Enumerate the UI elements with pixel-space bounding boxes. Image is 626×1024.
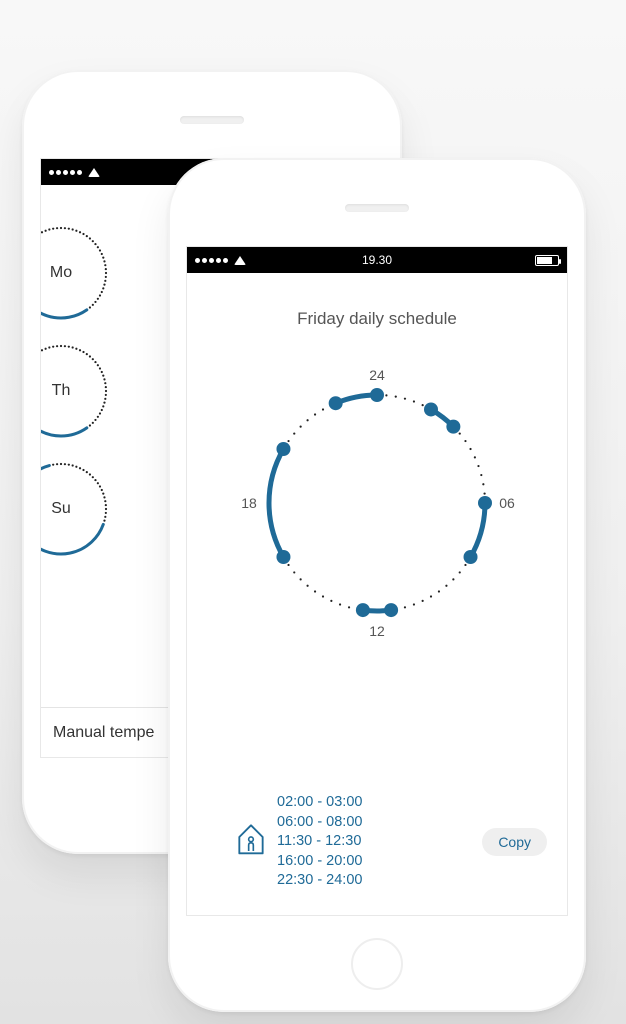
status-left	[195, 256, 246, 265]
time-range: 16:00 - 20:00	[277, 852, 362, 872]
clock-label-24: 24	[369, 367, 385, 383]
day-circle-su[interactable]: Su	[40, 461, 109, 557]
time-range-list: 02:00 - 03:0006:00 - 08:0011:30 - 12:301…	[277, 793, 362, 891]
status-bar: 19.30	[187, 247, 567, 273]
phone-speaker	[180, 116, 244, 124]
day-ring-th	[40, 343, 109, 439]
time-range: 06:00 - 08:00	[277, 813, 362, 833]
status-left	[49, 168, 100, 177]
phone-speaker	[345, 204, 409, 212]
clock-label-18: 18	[241, 495, 257, 511]
screen-front: 19.30 Friday daily schedule 24 06 12 18	[186, 246, 568, 916]
time-range: 11:30 - 12:30	[277, 832, 362, 852]
clock-label-12: 12	[369, 623, 385, 639]
clock-svg	[247, 373, 507, 633]
status-time: 19.30	[362, 253, 392, 267]
home-button[interactable]	[351, 938, 403, 990]
time-range: 02:00 - 03:00	[277, 793, 362, 813]
wifi-icon	[88, 168, 100, 177]
clock-label-06: 06	[499, 495, 515, 511]
signal-icon	[49, 170, 82, 175]
battery-icon	[535, 255, 559, 266]
time-range: 22:30 - 24:00	[277, 871, 362, 891]
copy-button[interactable]: Copy	[482, 828, 547, 856]
day-circle-th[interactable]: Th	[40, 343, 109, 439]
day-circle-mo[interactable]: Mo	[40, 225, 109, 321]
signal-icon	[195, 258, 228, 263]
schedule-summary: 02:00 - 03:0006:00 - 08:0011:30 - 12:301…	[187, 793, 567, 891]
day-label: Su	[51, 500, 71, 518]
phone-frame-front: 19.30 Friday daily schedule 24 06 12 18	[168, 158, 586, 1012]
page-title: Friday daily schedule	[187, 309, 567, 329]
schedule-view: Friday daily schedule 24 06 12 18 02:00 …	[187, 273, 567, 915]
home-occupied-icon	[237, 823, 265, 861]
day-label: Mo	[50, 264, 72, 282]
day-label: Th	[52, 382, 71, 400]
status-right	[535, 255, 559, 266]
wifi-icon	[234, 256, 246, 265]
clock-dial[interactable]: 24 06 12 18	[247, 373, 507, 633]
manual-temp-label: Manual tempe	[53, 724, 154, 742]
